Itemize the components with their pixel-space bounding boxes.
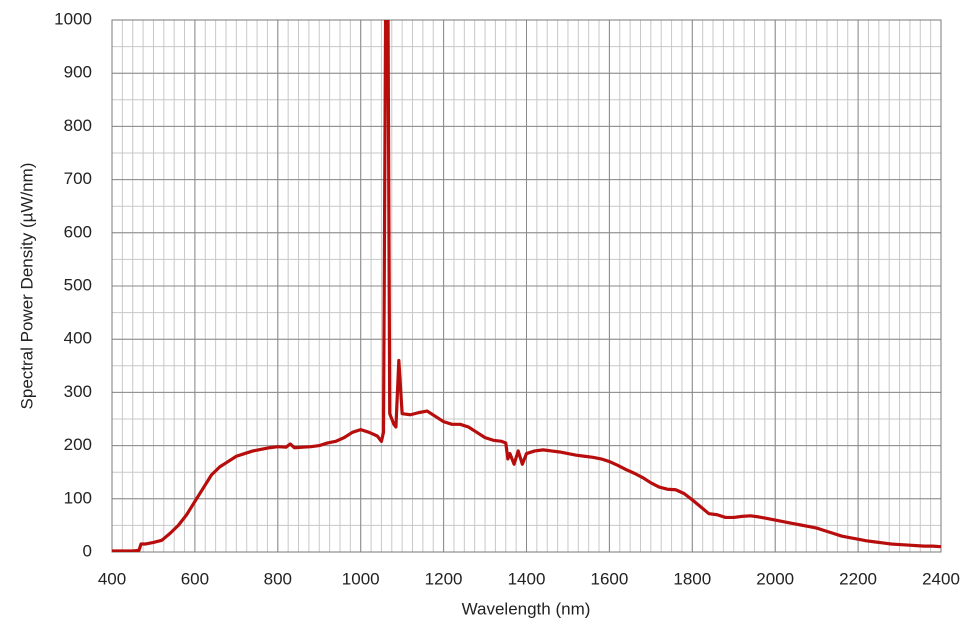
y-tick-label: 600 xyxy=(64,222,92,241)
x-tick-label: 1800 xyxy=(673,569,711,588)
y-tick-label: 700 xyxy=(64,169,92,188)
x-tick-label: 2400 xyxy=(922,569,960,588)
plot-border xyxy=(111,19,942,553)
x-axis-title: Wavelength (nm) xyxy=(462,599,591,618)
x-tick-label: 800 xyxy=(264,569,292,588)
x-tick-label: 1000 xyxy=(342,569,380,588)
x-tick-label: 2200 xyxy=(839,569,877,588)
y-tick-label: 0 xyxy=(83,541,92,560)
y-tick-label: 300 xyxy=(64,382,92,401)
y-axis-title: Spectral Power Density (µW/nm) xyxy=(17,163,36,410)
x-tick-label: 1400 xyxy=(508,569,546,588)
x-tick-label: 400 xyxy=(98,569,126,588)
y-tick-label: 200 xyxy=(64,435,92,454)
data-line xyxy=(112,20,941,552)
y-tick-label: 900 xyxy=(64,63,92,82)
y-tick-label: 800 xyxy=(64,116,92,135)
y-tick-label: 100 xyxy=(64,488,92,507)
x-tick-label: 1600 xyxy=(590,569,628,588)
y-tick-label: 1000 xyxy=(54,9,92,28)
y-tick-label: 500 xyxy=(64,275,92,294)
y-tick-label: 400 xyxy=(64,329,92,348)
x-tick-label: 1200 xyxy=(425,569,463,588)
x-tick-label: 600 xyxy=(181,569,209,588)
x-tick-label: 2000 xyxy=(756,569,794,588)
